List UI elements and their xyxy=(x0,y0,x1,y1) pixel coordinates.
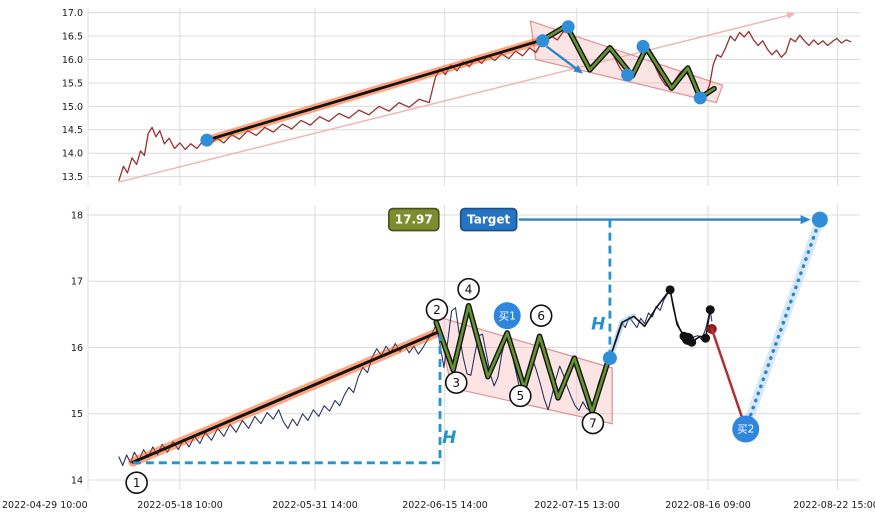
h-label-1: H xyxy=(442,428,456,448)
swing-dot-large xyxy=(681,332,694,345)
breakout-dot xyxy=(602,351,617,366)
wave-label-2-label: 2 xyxy=(433,303,441,317)
breakdown-arrow-head xyxy=(573,64,583,74)
pivot-dot xyxy=(636,39,650,53)
wave-label-3 xyxy=(444,371,468,394)
projection-dotted xyxy=(744,217,822,431)
bottom-chart-y-tick-label: 15 xyxy=(71,409,83,420)
top-chart-y-tick-label: 15.0 xyxy=(62,102,83,113)
swing-dot xyxy=(701,333,711,343)
trend-line xyxy=(205,38,545,142)
target-badge-label: Target xyxy=(467,213,510,227)
wave-label-1-label: 1 xyxy=(133,476,141,490)
h-measure-dashed xyxy=(132,334,442,465)
pullback-line xyxy=(710,327,746,425)
wave-label-7-label: 7 xyxy=(589,416,597,430)
target-badge xyxy=(459,207,518,232)
bottom-chart-x-tick-label: 2022-07-15 13:00 xyxy=(534,500,620,511)
bottom-chart-x-tick-label: 2022-08-22 15:00 xyxy=(793,500,875,511)
wave-label-5 xyxy=(509,384,532,408)
wave-label-6-label: 6 xyxy=(537,309,545,323)
bottom-chart-y-tick-label: 18 xyxy=(71,210,83,221)
wave-label-6 xyxy=(529,304,553,327)
swing-dot xyxy=(705,305,715,315)
zigzag-line xyxy=(541,24,716,100)
bottom-chart-x-tick-label: 2022-06-15 14:00 xyxy=(402,500,488,511)
target-price-badge-label: 17.97 xyxy=(395,213,433,227)
top-chart-y-tick-label: 16.0 xyxy=(62,55,83,66)
pivot-dot xyxy=(200,133,214,147)
bottom-chart-y-tick-label: 16 xyxy=(71,343,83,354)
wave-label-1 xyxy=(125,471,148,495)
buy2-marker-label: 买2 xyxy=(737,424,754,436)
pivot-dot xyxy=(621,68,635,82)
target-price-badge xyxy=(387,207,440,232)
target-dot xyxy=(811,211,828,228)
wave-label-5-label: 5 xyxy=(516,389,524,403)
buy1-marker xyxy=(493,302,521,330)
wave-label-7 xyxy=(581,411,605,435)
trend-line xyxy=(131,330,440,464)
breakdown-arrow xyxy=(545,45,580,72)
price-line xyxy=(118,27,852,182)
projection-arrow xyxy=(117,14,791,183)
top-chart-y-tick-label: 14.0 xyxy=(62,149,83,160)
swing-path xyxy=(609,288,712,359)
price-line xyxy=(118,289,713,467)
wave-label-4-label: 4 xyxy=(465,282,473,296)
projection-arrow-head xyxy=(786,12,796,20)
bottom-chart-x-tick-label: 2022-05-18 10:00 xyxy=(137,500,223,511)
top-chart-y-tick-label: 15.5 xyxy=(62,78,83,89)
bottom-chart-x-tick-label: 2022-08-16 09:00 xyxy=(665,500,751,511)
buy1-marker-label: 买1 xyxy=(499,310,516,322)
bottom-chart-x-tick-label: 2022-04-29 10:00 xyxy=(2,500,88,511)
buy2-marker xyxy=(732,415,760,443)
top-chart-y-tick-label: 16.5 xyxy=(62,32,83,43)
wave-label-3-label: 3 xyxy=(452,376,460,390)
pivot-dot xyxy=(536,34,550,48)
pivot-dot xyxy=(693,91,707,105)
bottom-chart-y-tick-label: 17 xyxy=(71,277,83,288)
target-arrow-head xyxy=(800,215,811,225)
top-chart-y-tick-label: 14.5 xyxy=(62,125,83,136)
h-label-2: H xyxy=(591,315,605,335)
wave-label-4 xyxy=(457,277,480,301)
pivot-dot xyxy=(561,20,575,34)
bottom-chart-y-tick-label: 14 xyxy=(71,475,83,486)
top-chart-y-tick-label: 13.5 xyxy=(62,172,83,183)
swing-dot xyxy=(665,285,675,295)
bottom-chart-x-tick-label: 2022-05-31 14:00 xyxy=(272,500,358,511)
wave-label-2 xyxy=(425,298,449,322)
top-chart-y-tick-label: 17.0 xyxy=(62,8,83,19)
